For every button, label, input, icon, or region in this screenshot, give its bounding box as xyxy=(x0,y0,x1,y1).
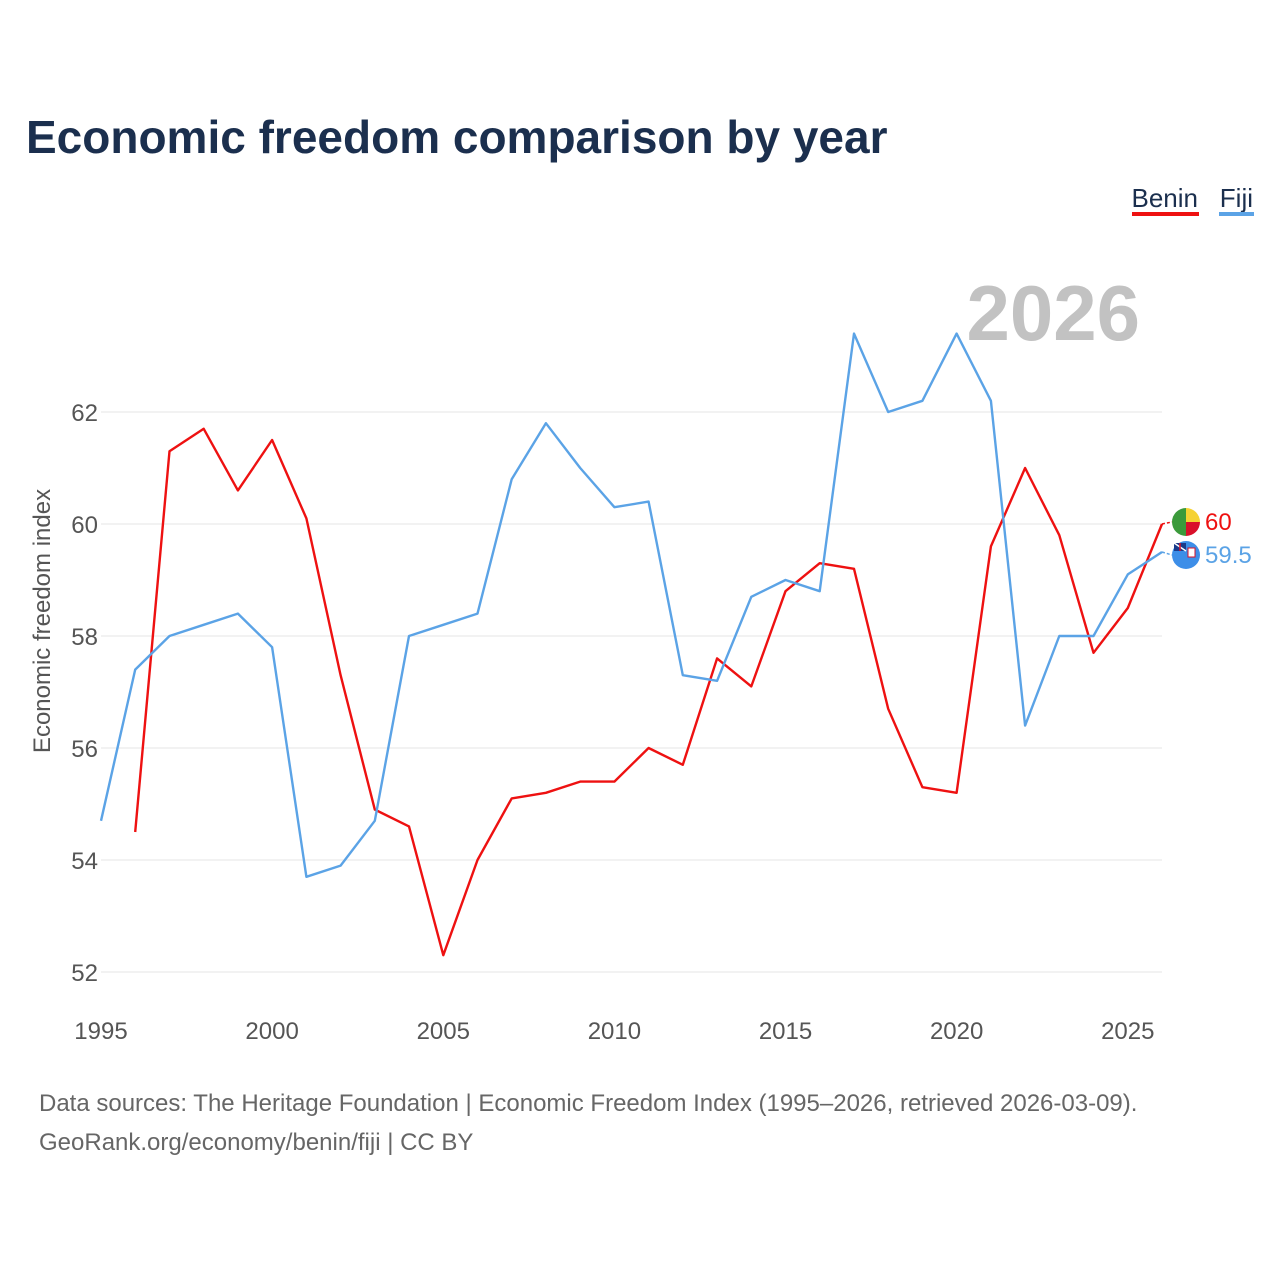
legend-label-fiji[interactable]: Fiji xyxy=(1220,183,1253,213)
legend-label-benin[interactable]: Benin xyxy=(1132,183,1199,213)
series-line-benin[interactable] xyxy=(134,427,1164,957)
legend-item-benin[interactable]: Benin xyxy=(1132,183,1200,216)
end-value-label-benin: 60 xyxy=(1205,509,1232,536)
y-tick-label: 52 xyxy=(71,960,98,987)
series-line-fiji[interactable] xyxy=(99,332,1163,878)
y-tick-label: 60 xyxy=(71,512,98,539)
benin-flag-icon xyxy=(1172,508,1200,536)
leader-line-fiji xyxy=(1161,551,1173,556)
attribution-link[interactable]: GeoRank.org/economy/benin/fiji | CC BY xyxy=(39,1129,473,1156)
x-axis-ticks: 1995 2000 2005 2010 2015 2020 2025 xyxy=(74,1018,1154,1045)
y-tick-label: 54 xyxy=(71,848,98,875)
y-tick-label: 58 xyxy=(71,624,98,651)
data-source-note: Data sources: The Heritage Foundation | … xyxy=(39,1090,1137,1117)
legend-item-fiji[interactable]: Fiji xyxy=(1219,183,1254,216)
y-tick-label: 56 xyxy=(71,736,98,763)
end-markers: 60 59.5 xyxy=(1161,508,1252,569)
x-tick-label: 2015 xyxy=(759,1018,812,1045)
x-tick-label: 2000 xyxy=(245,1018,298,1045)
x-tick-label: 1995 xyxy=(74,1018,127,1045)
y-axis-title: Economic freedom index xyxy=(29,489,56,753)
leader-line-benin xyxy=(1161,521,1173,525)
current-year-label: 2026 xyxy=(966,269,1140,357)
x-tick-label: 2005 xyxy=(417,1018,470,1045)
end-value-label-fiji: 59.5 xyxy=(1205,542,1252,569)
x-tick-label: 2025 xyxy=(1101,1018,1154,1045)
y-axis-ticks: 52 54 56 58 60 62 xyxy=(71,400,98,987)
y-tick-label: 62 xyxy=(71,400,98,427)
chart-title: Economic freedom comparison by year xyxy=(26,111,888,163)
legend-swatch-fiji xyxy=(1219,212,1254,216)
x-tick-label: 2020 xyxy=(930,1018,983,1045)
legend-swatch-benin xyxy=(1132,212,1199,216)
legend: Benin Fiji xyxy=(1132,183,1254,216)
gridlines xyxy=(101,411,1162,973)
fiji-flag-icon xyxy=(1172,541,1200,569)
series-layer xyxy=(99,332,1164,957)
x-tick-label: 2010 xyxy=(588,1018,641,1045)
